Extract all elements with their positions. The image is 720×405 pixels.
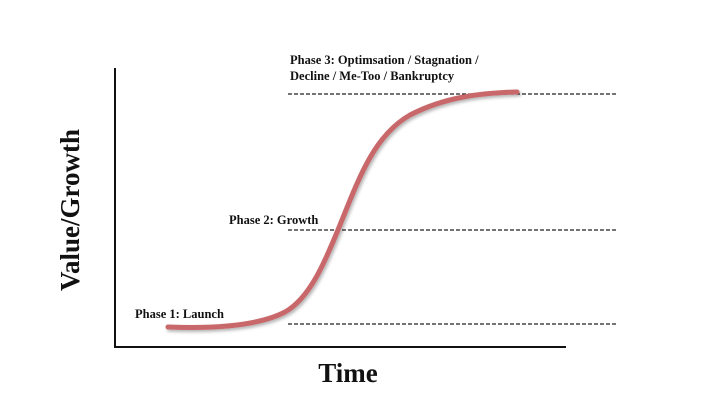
- phase-label: Phase 1: Launch: [135, 307, 224, 321]
- phase-label: Phase 3: Optimsation / Stagnation /: [290, 53, 479, 67]
- y-axis-title: Value/Growth: [55, 129, 85, 291]
- s-curve: [165, 89, 520, 330]
- x-axis-title: Time: [318, 358, 378, 388]
- phase-label: Decline / Me-Too / Bankruptcy: [290, 69, 455, 83]
- phase-label: Phase 2: Growth: [229, 213, 318, 227]
